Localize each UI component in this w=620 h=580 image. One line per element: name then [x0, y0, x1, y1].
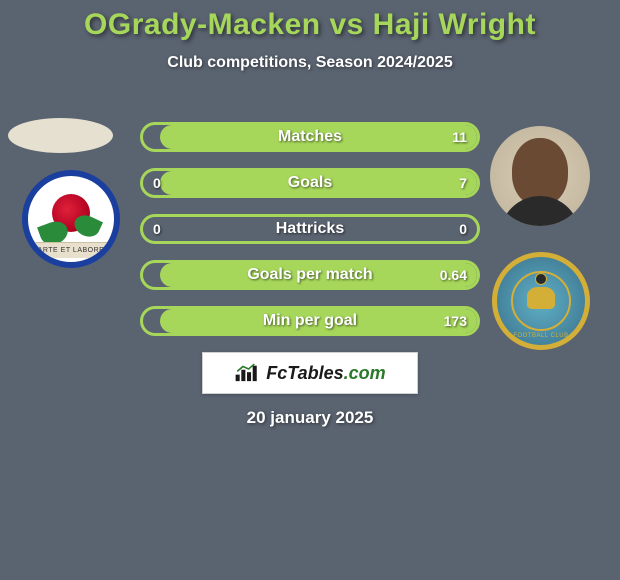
club-crest-right: FOOTBALL CLUB — [492, 252, 590, 350]
fctables-watermark: FcTables.com — [202, 352, 418, 394]
stat-value-right: 11 — [452, 129, 467, 145]
watermark-text: FcTables.com — [266, 363, 385, 384]
elephant-icon — [527, 287, 555, 309]
watermark-domain: .com — [344, 363, 386, 383]
stat-bar: Matches11 — [140, 122, 480, 152]
stat-bar: Goals per match0.64 — [140, 260, 480, 290]
subtitle: Club competitions, Season 2024/2025 — [0, 54, 620, 72]
watermark-brand: FcTables — [266, 363, 343, 383]
crest-motto: FOOTBALL CLUB — [497, 333, 585, 339]
bar-chart-icon — [234, 362, 260, 384]
player-left-avatar — [8, 118, 113, 153]
stats-panel: Matches110Goals70Hattricks0Goals per mat… — [140, 122, 480, 352]
stat-bar: 0Hattricks0 — [140, 214, 480, 244]
stat-label: Hattricks — [143, 220, 477, 238]
stat-value-right: 173 — [444, 313, 467, 329]
stat-value-right: 0.64 — [440, 267, 467, 283]
crest-motto: ARTE ET LABORE — [28, 242, 114, 258]
stat-fill-right — [160, 309, 477, 333]
stat-bar: 0Goals7 — [140, 168, 480, 198]
stat-bar: Min per goal173 — [140, 306, 480, 336]
comparison-infographic: OGrady-Macken vs Haji Wright Club compet… — [0, 0, 620, 580]
stat-fill-right — [160, 263, 477, 287]
stat-fill-right — [160, 125, 477, 149]
stat-value-left: 0 — [153, 175, 161, 191]
stat-fill-right — [160, 171, 477, 195]
stat-value-right: 0 — [459, 221, 467, 237]
club-crest-left: ARTE ET LABORE — [22, 170, 120, 268]
player-right-avatar — [490, 126, 590, 226]
stat-value-right: 7 — [459, 175, 467, 191]
snapshot-date: 20 january 2025 — [0, 408, 620, 428]
stat-value-left: 0 — [153, 221, 161, 237]
page-title: OGrady-Macken vs Haji Wright — [0, 0, 620, 42]
ball-icon — [535, 273, 547, 285]
